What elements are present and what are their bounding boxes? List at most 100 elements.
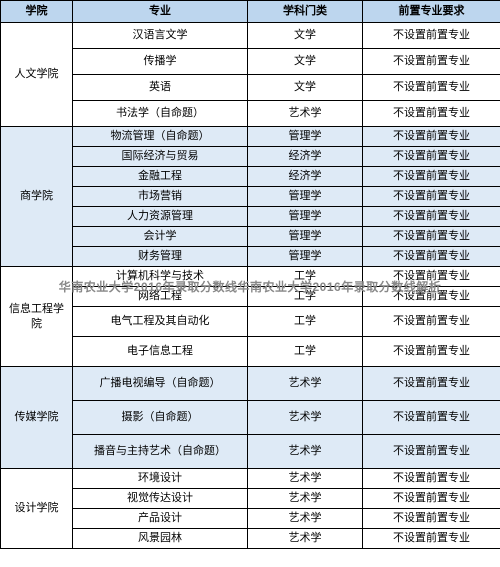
cell-college: 设计学院	[1, 469, 73, 549]
cell-requirement: 不设置前置专业	[363, 529, 500, 549]
cell-category: 管理学	[248, 207, 363, 227]
cell-major: 电气工程及其自动化	[73, 307, 248, 337]
cell-category: 工学	[248, 287, 363, 307]
cell-requirement: 不设置前置专业	[363, 75, 500, 101]
cell-requirement: 不设置前置专业	[363, 287, 500, 307]
cell-requirement: 不设置前置专业	[363, 147, 500, 167]
table-row: 书法学（自命题）艺术学不设置前置专业	[1, 101, 500, 127]
cell-category: 文学	[248, 23, 363, 49]
cell-category: 艺术学	[248, 435, 363, 469]
table-row: 传播学文学不设置前置专业	[1, 49, 500, 75]
cell-major: 风景园林	[73, 529, 248, 549]
cell-requirement: 不设置前置专业	[363, 187, 500, 207]
cell-requirement: 不设置前置专业	[363, 401, 500, 435]
table-body: 人文学院汉语言文学文学不设置前置专业传播学文学不设置前置专业英语文学不设置前置专…	[1, 23, 500, 549]
table-row: 人力资源管理管理学不设置前置专业	[1, 207, 500, 227]
cell-category: 管理学	[248, 127, 363, 147]
cell-major: 金融工程	[73, 167, 248, 187]
cell-category: 艺术学	[248, 401, 363, 435]
cell-major: 汉语言文学	[73, 23, 248, 49]
table-row: 播音与主持艺术（自命题）艺术学不设置前置专业	[1, 435, 500, 469]
header-category: 学科门类	[248, 1, 363, 23]
table-row: 电子信息工程工学不设置前置专业	[1, 337, 500, 367]
cell-major: 广播电视编导（自命题）	[73, 367, 248, 401]
table-row: 会计学管理学不设置前置专业	[1, 227, 500, 247]
table-row: 金融工程经济学不设置前置专业	[1, 167, 500, 187]
table-row: 摄影（自命题）艺术学不设置前置专业	[1, 401, 500, 435]
table-row: 网络工程工学不设置前置专业	[1, 287, 500, 307]
cell-requirement: 不设置前置专业	[363, 167, 500, 187]
cell-category: 艺术学	[248, 469, 363, 489]
table-row: 英语文学不设置前置专业	[1, 75, 500, 101]
cell-requirement: 不设置前置专业	[363, 435, 500, 469]
cell-category: 管理学	[248, 187, 363, 207]
table-row: 风景园林艺术学不设置前置专业	[1, 529, 500, 549]
cell-requirement: 不设置前置专业	[363, 127, 500, 147]
cell-requirement: 不设置前置专业	[363, 509, 500, 529]
table-row: 传媒学院广播电视编导（自命题）艺术学不设置前置专业	[1, 367, 500, 401]
cell-major: 产品设计	[73, 509, 248, 529]
cell-major: 视觉传达设计	[73, 489, 248, 509]
header-major: 专业	[73, 1, 248, 23]
table-row: 商学院物流管理（自命题）管理学不设置前置专业	[1, 127, 500, 147]
cell-major: 国际经济与贸易	[73, 147, 248, 167]
table-row: 市场营销管理学不设置前置专业	[1, 187, 500, 207]
cell-requirement: 不设置前置专业	[363, 49, 500, 75]
table-row: 设计学院环境设计艺术学不设置前置专业	[1, 469, 500, 489]
cell-category: 工学	[248, 307, 363, 337]
cell-college: 商学院	[1, 127, 73, 267]
cell-category: 文学	[248, 49, 363, 75]
cell-major: 传播学	[73, 49, 248, 75]
cell-category: 经济学	[248, 167, 363, 187]
cell-major: 播音与主持艺术（自命题）	[73, 435, 248, 469]
cell-requirement: 不设置前置专业	[363, 307, 500, 337]
table-row: 财务管理管理学不设置前置专业	[1, 247, 500, 267]
cell-requirement: 不设置前置专业	[363, 337, 500, 367]
cell-category: 管理学	[248, 247, 363, 267]
cell-major: 会计学	[73, 227, 248, 247]
cell-major: 书法学（自命题）	[73, 101, 248, 127]
cell-requirement: 不设置前置专业	[363, 267, 500, 287]
cell-major: 电子信息工程	[73, 337, 248, 367]
cell-category: 艺术学	[248, 489, 363, 509]
cell-category: 管理学	[248, 227, 363, 247]
header-row: 学院 专业 学科门类 前置专业要求	[1, 1, 500, 23]
cell-requirement: 不设置前置专业	[363, 247, 500, 267]
cell-major: 摄影（自命题）	[73, 401, 248, 435]
cell-category: 艺术学	[248, 529, 363, 549]
cell-category: 工学	[248, 267, 363, 287]
cell-category: 艺术学	[248, 101, 363, 127]
header-college: 学院	[1, 1, 73, 23]
table-row: 视觉传达设计艺术学不设置前置专业	[1, 489, 500, 509]
cell-requirement: 不设置前置专业	[363, 489, 500, 509]
table-row: 信息工程学院计算机科学与技术工学不设置前置专业	[1, 267, 500, 287]
cell-category: 文学	[248, 75, 363, 101]
cell-college: 传媒学院	[1, 367, 73, 469]
cell-major: 计算机科学与技术	[73, 267, 248, 287]
cell-college: 人文学院	[1, 23, 73, 127]
cell-major: 财务管理	[73, 247, 248, 267]
cell-requirement: 不设置前置专业	[363, 23, 500, 49]
table-row: 产品设计艺术学不设置前置专业	[1, 509, 500, 529]
table-row: 人文学院汉语言文学文学不设置前置专业	[1, 23, 500, 49]
cell-college: 信息工程学院	[1, 267, 73, 367]
header-requirement: 前置专业要求	[363, 1, 500, 23]
cell-category: 工学	[248, 337, 363, 367]
cell-requirement: 不设置前置专业	[363, 101, 500, 127]
table-row: 电气工程及其自动化工学不设置前置专业	[1, 307, 500, 337]
table-row: 国际经济与贸易经济学不设置前置专业	[1, 147, 500, 167]
cell-major: 环境设计	[73, 469, 248, 489]
cell-requirement: 不设置前置专业	[363, 207, 500, 227]
cell-major: 市场营销	[73, 187, 248, 207]
cell-category: 艺术学	[248, 509, 363, 529]
cell-category: 艺术学	[248, 367, 363, 401]
cell-requirement: 不设置前置专业	[363, 367, 500, 401]
majors-table: 学院 专业 学科门类 前置专业要求 人文学院汉语言文学文学不设置前置专业传播学文…	[0, 0, 500, 549]
cell-major: 人力资源管理	[73, 207, 248, 227]
cell-major: 物流管理（自命题）	[73, 127, 248, 147]
cell-major: 英语	[73, 75, 248, 101]
cell-major: 网络工程	[73, 287, 248, 307]
cell-category: 经济学	[248, 147, 363, 167]
cell-requirement: 不设置前置专业	[363, 469, 500, 489]
cell-requirement: 不设置前置专业	[363, 227, 500, 247]
